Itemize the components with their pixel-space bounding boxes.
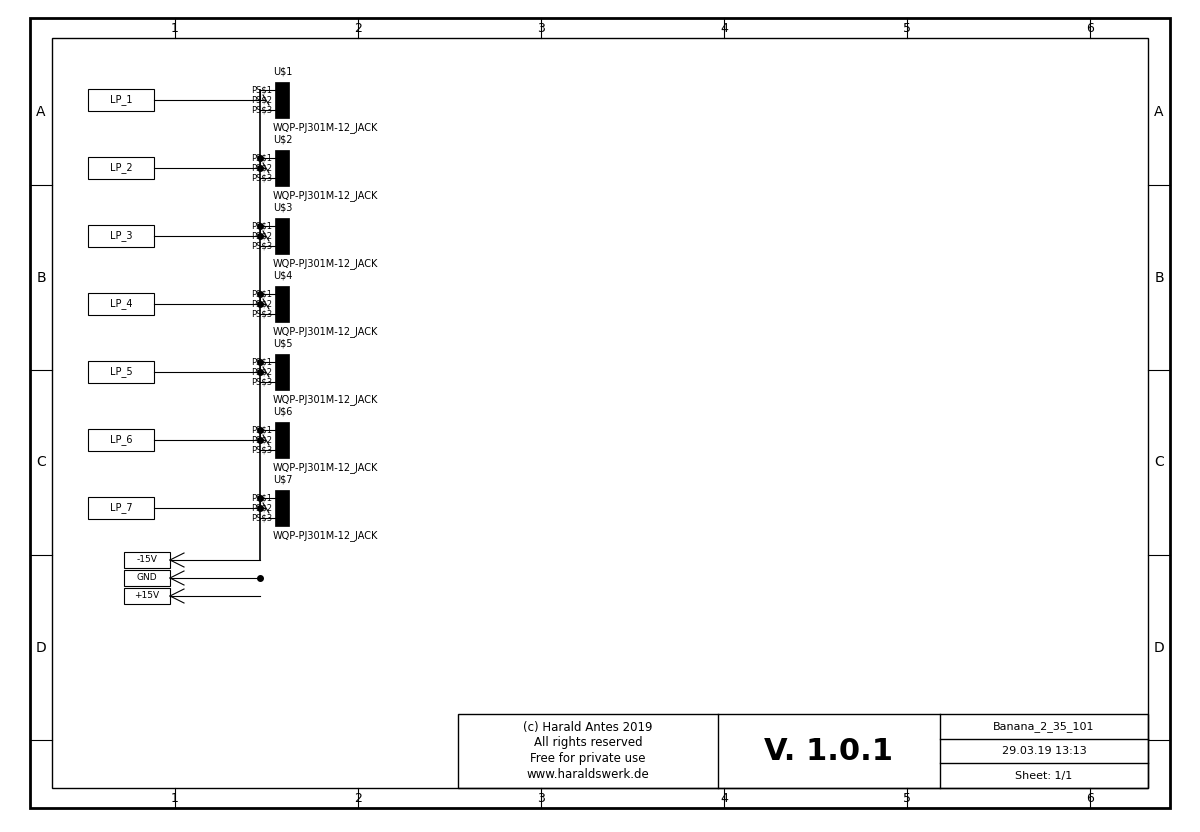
Bar (88, 225, 154, 247)
Bar (275, 150, 289, 186)
Text: PS$2: PS$2 (251, 231, 272, 240)
Text: 6: 6 (1086, 22, 1094, 34)
Text: U$3: U$3 (274, 202, 293, 212)
Bar (88, 361, 154, 383)
Text: PS$2: PS$2 (251, 503, 272, 513)
Bar (88, 429, 154, 451)
Bar (88, 157, 154, 179)
Text: B: B (36, 270, 46, 285)
Text: LP_6: LP_6 (109, 434, 132, 445)
Text: LP_7: LP_7 (109, 503, 132, 513)
Text: U$1: U$1 (274, 66, 293, 76)
Bar (275, 422, 289, 458)
Text: A: A (1154, 105, 1164, 118)
Text: 5: 5 (904, 22, 911, 34)
Text: U$4: U$4 (274, 270, 293, 280)
Bar (275, 218, 289, 254)
Bar (458, 714, 1148, 788)
Text: GND: GND (137, 573, 157, 582)
Text: 6: 6 (1086, 791, 1094, 805)
Text: B: B (1154, 270, 1164, 285)
Text: U$6: U$6 (274, 406, 293, 416)
Text: LP_2: LP_2 (109, 162, 132, 173)
Bar (88, 89, 154, 111)
Text: LP_5: LP_5 (109, 367, 132, 378)
Text: PS$2: PS$2 (251, 300, 272, 309)
Text: 4: 4 (720, 22, 728, 34)
Text: LP_3: LP_3 (109, 230, 132, 241)
Text: C: C (1154, 455, 1164, 469)
Text: WQP-PJ301M-12_JACK: WQP-PJ301M-12_JACK (274, 326, 378, 337)
Text: PS$1: PS$1 (251, 153, 272, 162)
Text: PS$1: PS$1 (251, 358, 272, 367)
Text: WQP-PJ301M-12_JACK: WQP-PJ301M-12_JACK (274, 394, 378, 405)
Text: PS$3: PS$3 (251, 241, 272, 250)
Text: U$7: U$7 (274, 474, 293, 484)
Text: All rights reserved: All rights reserved (534, 735, 642, 749)
Bar (88, 497, 154, 519)
Text: 3: 3 (538, 791, 545, 805)
Text: LP_4: LP_4 (109, 299, 132, 310)
Bar (124, 570, 170, 586)
Text: PS$1: PS$1 (251, 86, 272, 95)
Bar (88, 293, 154, 315)
Text: WQP-PJ301M-12_JACK: WQP-PJ301M-12_JACK (274, 190, 378, 201)
Text: 2: 2 (354, 791, 362, 805)
Bar (124, 588, 170, 604)
Text: +15V: +15V (134, 592, 160, 601)
Text: PS$2: PS$2 (251, 164, 272, 172)
Text: D: D (36, 641, 47, 655)
Text: WQP-PJ301M-12_JACK: WQP-PJ301M-12_JACK (274, 258, 378, 269)
Text: 29.03.19 13:13: 29.03.19 13:13 (1002, 746, 1086, 756)
Text: C: C (36, 455, 46, 469)
Text: PS$1: PS$1 (251, 493, 272, 503)
Text: Free for private use: Free for private use (530, 752, 646, 765)
Text: WQP-PJ301M-12_JACK: WQP-PJ301M-12_JACK (274, 462, 378, 473)
Text: 3: 3 (538, 22, 545, 34)
Text: U$5: U$5 (274, 338, 293, 348)
Text: 2: 2 (354, 22, 362, 34)
Text: A: A (36, 105, 46, 118)
Bar (275, 82, 289, 118)
Text: PS$3: PS$3 (251, 106, 272, 115)
Text: 1: 1 (172, 791, 179, 805)
Text: (c) Harald Antes 2019: (c) Harald Antes 2019 (523, 721, 653, 734)
Text: PS$2: PS$2 (251, 435, 272, 444)
Text: PS$3: PS$3 (251, 378, 272, 387)
Text: 4: 4 (720, 791, 728, 805)
Text: 1: 1 (172, 22, 179, 34)
Text: www.haraldswerk.de: www.haraldswerk.de (527, 768, 649, 781)
Text: LP_1: LP_1 (109, 95, 132, 106)
Bar (275, 286, 289, 322)
Text: U$2: U$2 (274, 134, 293, 144)
Text: PS$1: PS$1 (251, 221, 272, 230)
Text: PS$1: PS$1 (251, 290, 272, 299)
Text: Sheet: 1/1: Sheet: 1/1 (1015, 770, 1073, 780)
Text: PS$3: PS$3 (251, 174, 272, 182)
Text: Banana_2_35_101: Banana_2_35_101 (994, 721, 1094, 732)
Text: WQP-PJ301M-12_JACK: WQP-PJ301M-12_JACK (274, 122, 378, 133)
Bar (275, 354, 289, 390)
Text: PS$3: PS$3 (251, 310, 272, 319)
Text: V. 1.0.1: V. 1.0.1 (764, 736, 894, 765)
Bar (124, 552, 170, 568)
Text: WQP-PJ301M-12_JACK: WQP-PJ301M-12_JACK (274, 530, 378, 541)
Bar (275, 490, 289, 526)
Text: -15V: -15V (137, 556, 157, 564)
Text: PS$3: PS$3 (251, 513, 272, 522)
Text: PS$2: PS$2 (251, 368, 272, 377)
Text: 5: 5 (904, 791, 911, 805)
Text: PS$1: PS$1 (251, 425, 272, 434)
Text: D: D (1153, 641, 1164, 655)
Text: PS$2: PS$2 (251, 96, 272, 105)
Text: PS$3: PS$3 (251, 445, 272, 454)
